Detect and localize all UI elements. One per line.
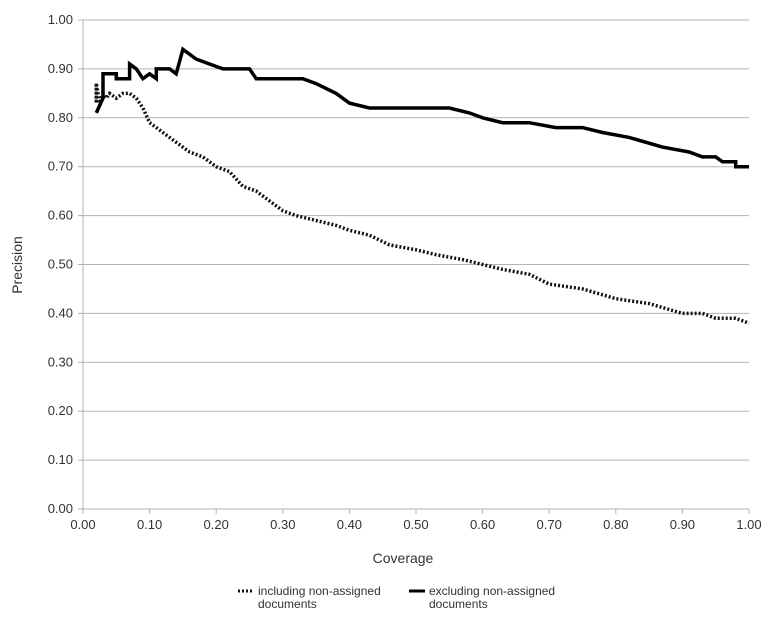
y-tick-label: 0.20 <box>48 403 73 418</box>
legend-label-including-line-1: including non-assigned <box>258 584 381 598</box>
y-axis-title: Precision <box>9 236 25 294</box>
gridlines <box>83 19 749 461</box>
legend: including non-assigned documents excludi… <box>238 584 558 611</box>
x-tick-label: 0.80 <box>603 517 628 532</box>
x-tick-label: 0.40 <box>337 517 362 532</box>
x-tick-label: 0.30 <box>270 517 295 532</box>
x-tick-label: 0.60 <box>470 517 495 532</box>
y-tick-label: 0.30 <box>48 354 73 369</box>
y-tick-label: 0.40 <box>48 305 73 320</box>
legend-label-including-line-2: documents <box>258 597 317 611</box>
x-tick-label: 0.70 <box>537 517 562 532</box>
x-axis-title: Coverage <box>373 550 434 566</box>
series-line-including <box>94 83 750 325</box>
y-tick-label: 0.00 <box>48 501 73 516</box>
y-tick-label: 0.70 <box>48 159 73 174</box>
x-tick-label: 0.90 <box>670 517 695 532</box>
y-tick-label: 1.00 <box>48 12 73 27</box>
x-tick-label: 0.50 <box>403 517 428 532</box>
y-tick-label: 0.60 <box>48 208 73 223</box>
y-tick-label: 0.90 <box>48 61 73 76</box>
legend-label-excluding-line-2: documents <box>429 597 488 611</box>
x-tick-label: 0.10 <box>137 517 162 532</box>
tick-labels: 0.00 0.10 0.20 0.30 0.40 0.50 0.60 0.70 0.80 0.90… <box>48 12 762 532</box>
legend-label-excluding-line-1: excluding non-assigned <box>429 584 555 598</box>
y-tick-label: 0.80 <box>48 110 73 125</box>
legend-label-excluding: excluding non-assigned documents <box>429 584 558 611</box>
x-tick-label: 0.00 <box>70 517 95 532</box>
series-lines <box>94 46 750 325</box>
y-tick-label: 0.50 <box>48 257 73 272</box>
series-line-excluding <box>94 46 749 169</box>
axes <box>78 19 750 514</box>
x-tick-label: 0.20 <box>204 517 229 532</box>
legend-label-including: including non-assigned documents <box>258 584 384 611</box>
y-tick-label: 0.10 <box>48 452 73 467</box>
x-tick-label: 1.00 <box>736 517 761 532</box>
